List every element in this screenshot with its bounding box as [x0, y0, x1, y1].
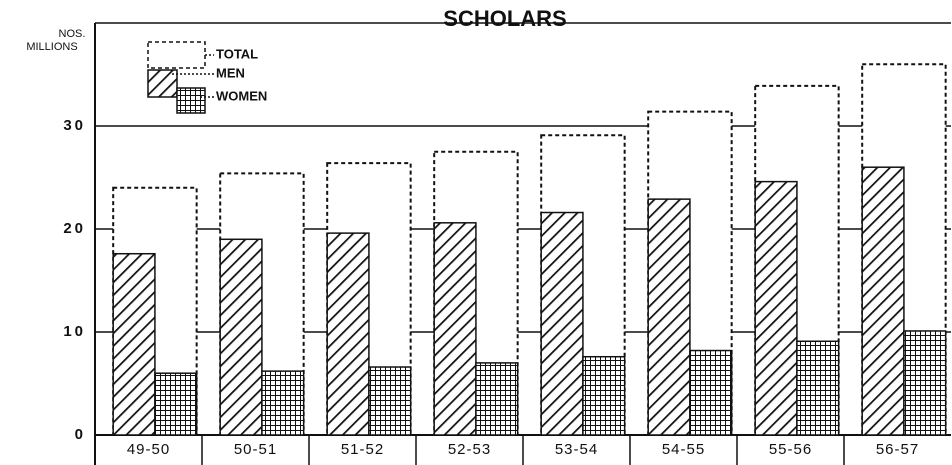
x-tick-label: 55-56	[769, 441, 812, 458]
bar	[903, 330, 947, 436]
bar	[112, 252, 156, 436]
legend: TOTAL MEN WOMEN	[147, 41, 267, 114]
bar	[582, 355, 626, 436]
legend-label: WOMEN	[216, 88, 267, 103]
bar	[326, 232, 370, 436]
bar	[219, 238, 263, 436]
y-tick-label: 0	[75, 426, 86, 443]
legend-swatch	[176, 87, 206, 114]
bar	[540, 211, 584, 436]
bar	[689, 349, 733, 436]
x-tick-label: 49-50	[127, 441, 170, 458]
bar	[433, 222, 477, 436]
y-axis-label: NOS. MILLIONS	[26, 28, 85, 53]
x-tick-label: 50-51	[234, 441, 277, 458]
bar	[261, 370, 305, 436]
legend-swatch	[147, 41, 206, 69]
x-tick-label: 53-54	[555, 441, 598, 458]
legend-label: TOTAL	[216, 46, 258, 61]
legend-leader	[172, 54, 214, 98]
bar	[861, 166, 905, 436]
x-tick-label: 56-57	[876, 441, 919, 458]
bar	[475, 362, 519, 436]
bar	[796, 340, 840, 436]
chart-title: SCHOLARS	[443, 6, 566, 31]
y-tick-label: 20	[63, 220, 86, 237]
bar	[368, 366, 412, 436]
y-tick-label: 10	[63, 323, 86, 340]
legend-label: MEN	[216, 65, 245, 80]
x-tick-label: 51-52	[341, 441, 384, 458]
y-tick-label: 30	[63, 117, 86, 134]
bar	[154, 372, 198, 436]
x-tick-label: 52-53	[448, 441, 491, 458]
x-tick-label: 54-55	[662, 441, 705, 458]
bar	[647, 198, 691, 436]
bar	[754, 180, 798, 436]
